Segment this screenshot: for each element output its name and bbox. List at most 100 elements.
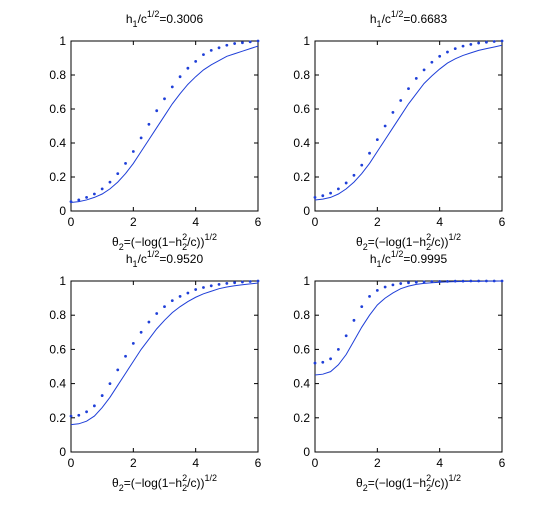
data-point — [256, 39, 260, 43]
y-tick-label: 0.6 — [293, 342, 310, 356]
title-superscript: 1/2 — [391, 9, 404, 19]
data-point — [147, 122, 151, 126]
data-point — [313, 196, 317, 199]
data-point — [233, 42, 237, 45]
xlabel-theta: θ — [356, 235, 363, 249]
data-point — [108, 180, 112, 184]
x-tick-label: 0 — [312, 215, 319, 229]
title-h: h — [126, 12, 133, 26]
xlabel-expression-tail: /c)) — [431, 476, 448, 490]
xlabel-exponent: 1/2 — [448, 473, 461, 483]
data-point — [233, 281, 237, 285]
data-point — [321, 194, 325, 198]
data-point — [69, 200, 73, 204]
x-tick-label: 2 — [130, 215, 137, 229]
x-tick-label: 6 — [499, 456, 506, 470]
axes-frame — [70, 40, 259, 212]
x-tick-label: 0 — [68, 456, 75, 470]
data-point — [69, 414, 73, 418]
title-h: h — [370, 252, 377, 266]
data-point — [116, 172, 120, 176]
title-over-c: /c — [138, 252, 147, 266]
data-point — [336, 348, 340, 351]
data-point — [163, 97, 166, 101]
data-point — [77, 198, 81, 202]
data-point — [360, 305, 364, 309]
subplot-4: 0 2 4 600.20.40.60.81h1/c1/2=0.9995θ2=(−log… — [293, 249, 505, 493]
axes-frame — [70, 280, 259, 453]
subplot-title: h1/c1/2=0.3006 — [126, 9, 204, 29]
series-solid-line — [70, 282, 259, 426]
data-point — [194, 288, 198, 291]
y-tick-label: 0.8 — [293, 308, 310, 322]
y-tick-label: 0.8 — [49, 308, 66, 322]
title-superscript: 1/2 — [147, 9, 160, 19]
xlabel-expression-tail: /c)) — [187, 476, 204, 490]
x-tick-label: 2 — [130, 456, 137, 470]
y-tick-label: 0.8 — [293, 68, 310, 82]
x-axis-label: θ2=(−log(1−h2 2/c))1/2 — [112, 473, 217, 493]
series-solid-line — [314, 44, 503, 201]
x-tick-label: 4 — [436, 456, 443, 470]
data-point — [446, 279, 449, 283]
data-point — [155, 109, 159, 113]
data-point — [430, 280, 434, 283]
data-point — [178, 294, 182, 298]
series-dotted — [69, 279, 260, 418]
subplot-title: h1/c1/2=0.9520 — [126, 249, 204, 269]
data-point — [383, 124, 387, 128]
data-point — [170, 299, 174, 303]
axes-frame — [314, 280, 503, 453]
title-superscript: 1/2 — [147, 249, 160, 259]
x-tick-label: 4 — [192, 215, 199, 229]
axes-frame — [314, 40, 503, 212]
data-point — [77, 413, 81, 417]
xlabel-theta: θ — [356, 476, 363, 490]
x-tick-label: 0 — [68, 215, 75, 229]
data-point — [438, 54, 442, 58]
data-point — [100, 187, 104, 191]
data-point — [368, 294, 371, 298]
x-tick-label: 6 — [499, 215, 506, 229]
data-point — [336, 187, 340, 191]
data-point — [241, 280, 244, 284]
data-point — [124, 162, 127, 165]
data-point — [131, 150, 135, 153]
data-point — [217, 46, 221, 50]
data-point — [329, 357, 332, 361]
subplot-2: 0 2 4 600.20.40.60.81h1/c1/2=0.6683θ2=(−log… — [293, 9, 505, 252]
data-point — [383, 285, 387, 289]
x-tick-label: 0 — [312, 456, 319, 470]
data-point — [186, 66, 190, 70]
data-point — [477, 279, 481, 283]
title-value: =0.3006 — [159, 12, 203, 26]
xlabel-theta-subscript: 2 — [363, 483, 368, 493]
data-point — [391, 283, 395, 287]
y-tick-label: 0.2 — [293, 411, 310, 425]
y-tick-label: 1 — [59, 274, 66, 288]
data-point — [139, 136, 143, 140]
data-point — [202, 286, 205, 289]
xlabel-exponent: 1/2 — [204, 473, 217, 483]
data-point — [422, 280, 426, 284]
y-tick-label: 0 — [59, 445, 66, 459]
data-point — [492, 40, 496, 43]
xlabel-h-subscript: 2 — [426, 483, 431, 493]
data-point — [446, 50, 449, 54]
data-point — [430, 60, 434, 64]
data-point — [461, 44, 465, 48]
data-point — [202, 53, 205, 56]
data-point — [399, 282, 403, 285]
xlabel-h-superscript: 2 — [426, 473, 431, 483]
subplot-title: h1/c1/2=0.6683 — [370, 9, 448, 29]
series-solid-line — [314, 280, 503, 376]
y-tick-label: 0.8 — [49, 68, 66, 82]
title-h: h — [370, 12, 377, 26]
title-subscript: 1 — [377, 259, 382, 269]
data-point — [375, 138, 379, 142]
data-point — [147, 320, 151, 324]
data-point — [155, 312, 159, 315]
data-point — [139, 330, 143, 334]
y-tick-label: 0.2 — [49, 170, 66, 184]
